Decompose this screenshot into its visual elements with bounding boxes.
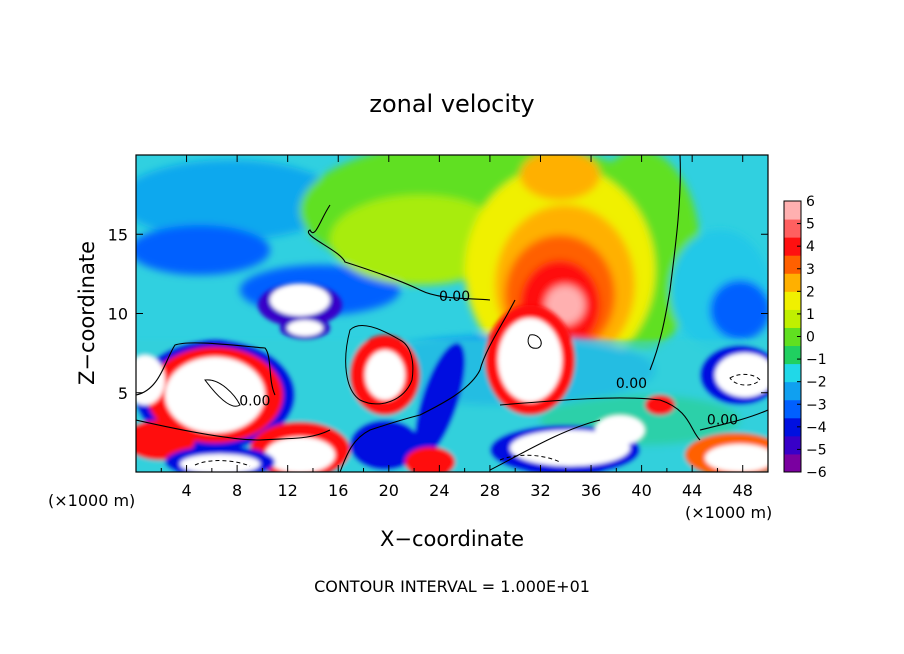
x-tick-label: 24 — [429, 481, 449, 500]
colorbar-swatch — [784, 327, 801, 347]
colorbar-tick-label: 6 — [806, 194, 815, 210]
colorbar-swatch — [784, 201, 801, 220]
x-axis-ticks: 4 8 12 16 20 24 28 32 36 40 44 48 — [160, 155, 753, 500]
x-unit-left: (×1000 m) — [48, 491, 135, 510]
colorbar-swatch — [784, 435, 801, 455]
colorbar-tick-label: −6 — [806, 465, 827, 481]
colorbar-swatch — [784, 255, 801, 274]
colorbar: 6 5 4 3 2 1 0 −1 −2 −3 −4 −5 −6 — [783, 194, 827, 481]
y-tick-label: 5 — [118, 384, 128, 403]
contour-interval-note: CONTOUR INTERVAL = 1.000E+01 — [314, 577, 590, 596]
colorbar-tick-label: 1 — [806, 307, 815, 323]
x-tick-label: 48 — [733, 481, 753, 500]
y-axis-label: Z−coordinate — [75, 241, 99, 385]
colorbar-tick-label: 5 — [806, 217, 815, 233]
heatmap-field: 0.00 0.00 0.00 0.00 — [136, 155, 768, 472]
colorbar-swatch — [784, 399, 801, 419]
colorbar-tick-label: −3 — [806, 397, 827, 413]
contour-ring — [194, 460, 251, 467]
x-axis-label: X−coordinate — [380, 527, 524, 551]
colorbar-tick-label: −1 — [806, 352, 827, 368]
x-unit-right: (×1000 m) — [685, 503, 772, 522]
colorbar-swatch — [784, 237, 801, 256]
x-tick-label: 8 — [232, 481, 242, 500]
colorbar-swatch — [784, 417, 801, 437]
colorbar-tick-label: 0 — [806, 330, 815, 346]
x-tick-label: 12 — [278, 481, 298, 500]
contour-ring — [527, 334, 542, 349]
colorbar-swatch — [784, 345, 801, 365]
contour-labels: 0.00 0.00 0.00 0.00 — [239, 289, 738, 429]
colorbar-tick-label: −4 — [806, 420, 827, 436]
x-tick-label: 40 — [631, 481, 651, 500]
zero-contour — [136, 155, 768, 472]
colorbar-swatch — [784, 381, 801, 401]
colorbar-swatch — [784, 219, 801, 238]
y-axis-ticks: 5 10 15 — [108, 225, 768, 403]
colorbar-swatch — [784, 363, 801, 383]
contour-ring — [345, 325, 414, 405]
x-tick-label: 4 — [181, 481, 191, 500]
colorbar-tick-label: −5 — [806, 442, 827, 458]
colorbar-swatch — [784, 453, 801, 473]
colorbar-tick-label: 4 — [806, 239, 815, 255]
x-tick-label: 44 — [682, 481, 702, 500]
contour-label: 0.00 — [439, 289, 470, 305]
contour-label: 0.00 — [707, 413, 738, 429]
contour-ring — [204, 379, 241, 407]
y-tick-label: 15 — [108, 225, 128, 244]
colorbar-tick-label: 3 — [806, 262, 815, 278]
x-tick-label: 32 — [530, 481, 550, 500]
colorbar-swatch — [784, 291, 801, 310]
colorbar-tick-label: −2 — [806, 375, 827, 391]
x-tick-label: 36 — [581, 481, 601, 500]
x-tick-label: 28 — [480, 481, 500, 500]
colorbar-swatch — [784, 273, 801, 292]
colorbar-tick-label: 2 — [806, 284, 815, 300]
contour-ring — [729, 373, 761, 386]
colorbar-swatch — [784, 309, 801, 328]
x-tick-label: 16 — [328, 481, 348, 500]
y-tick-label: 10 — [108, 305, 128, 324]
contour-label: 0.00 — [239, 394, 270, 410]
x-tick-label: 20 — [379, 481, 399, 500]
chart-title: zonal velocity — [369, 90, 534, 118]
contour-ring — [499, 454, 561, 463]
contour-label: 0.00 — [616, 376, 647, 392]
